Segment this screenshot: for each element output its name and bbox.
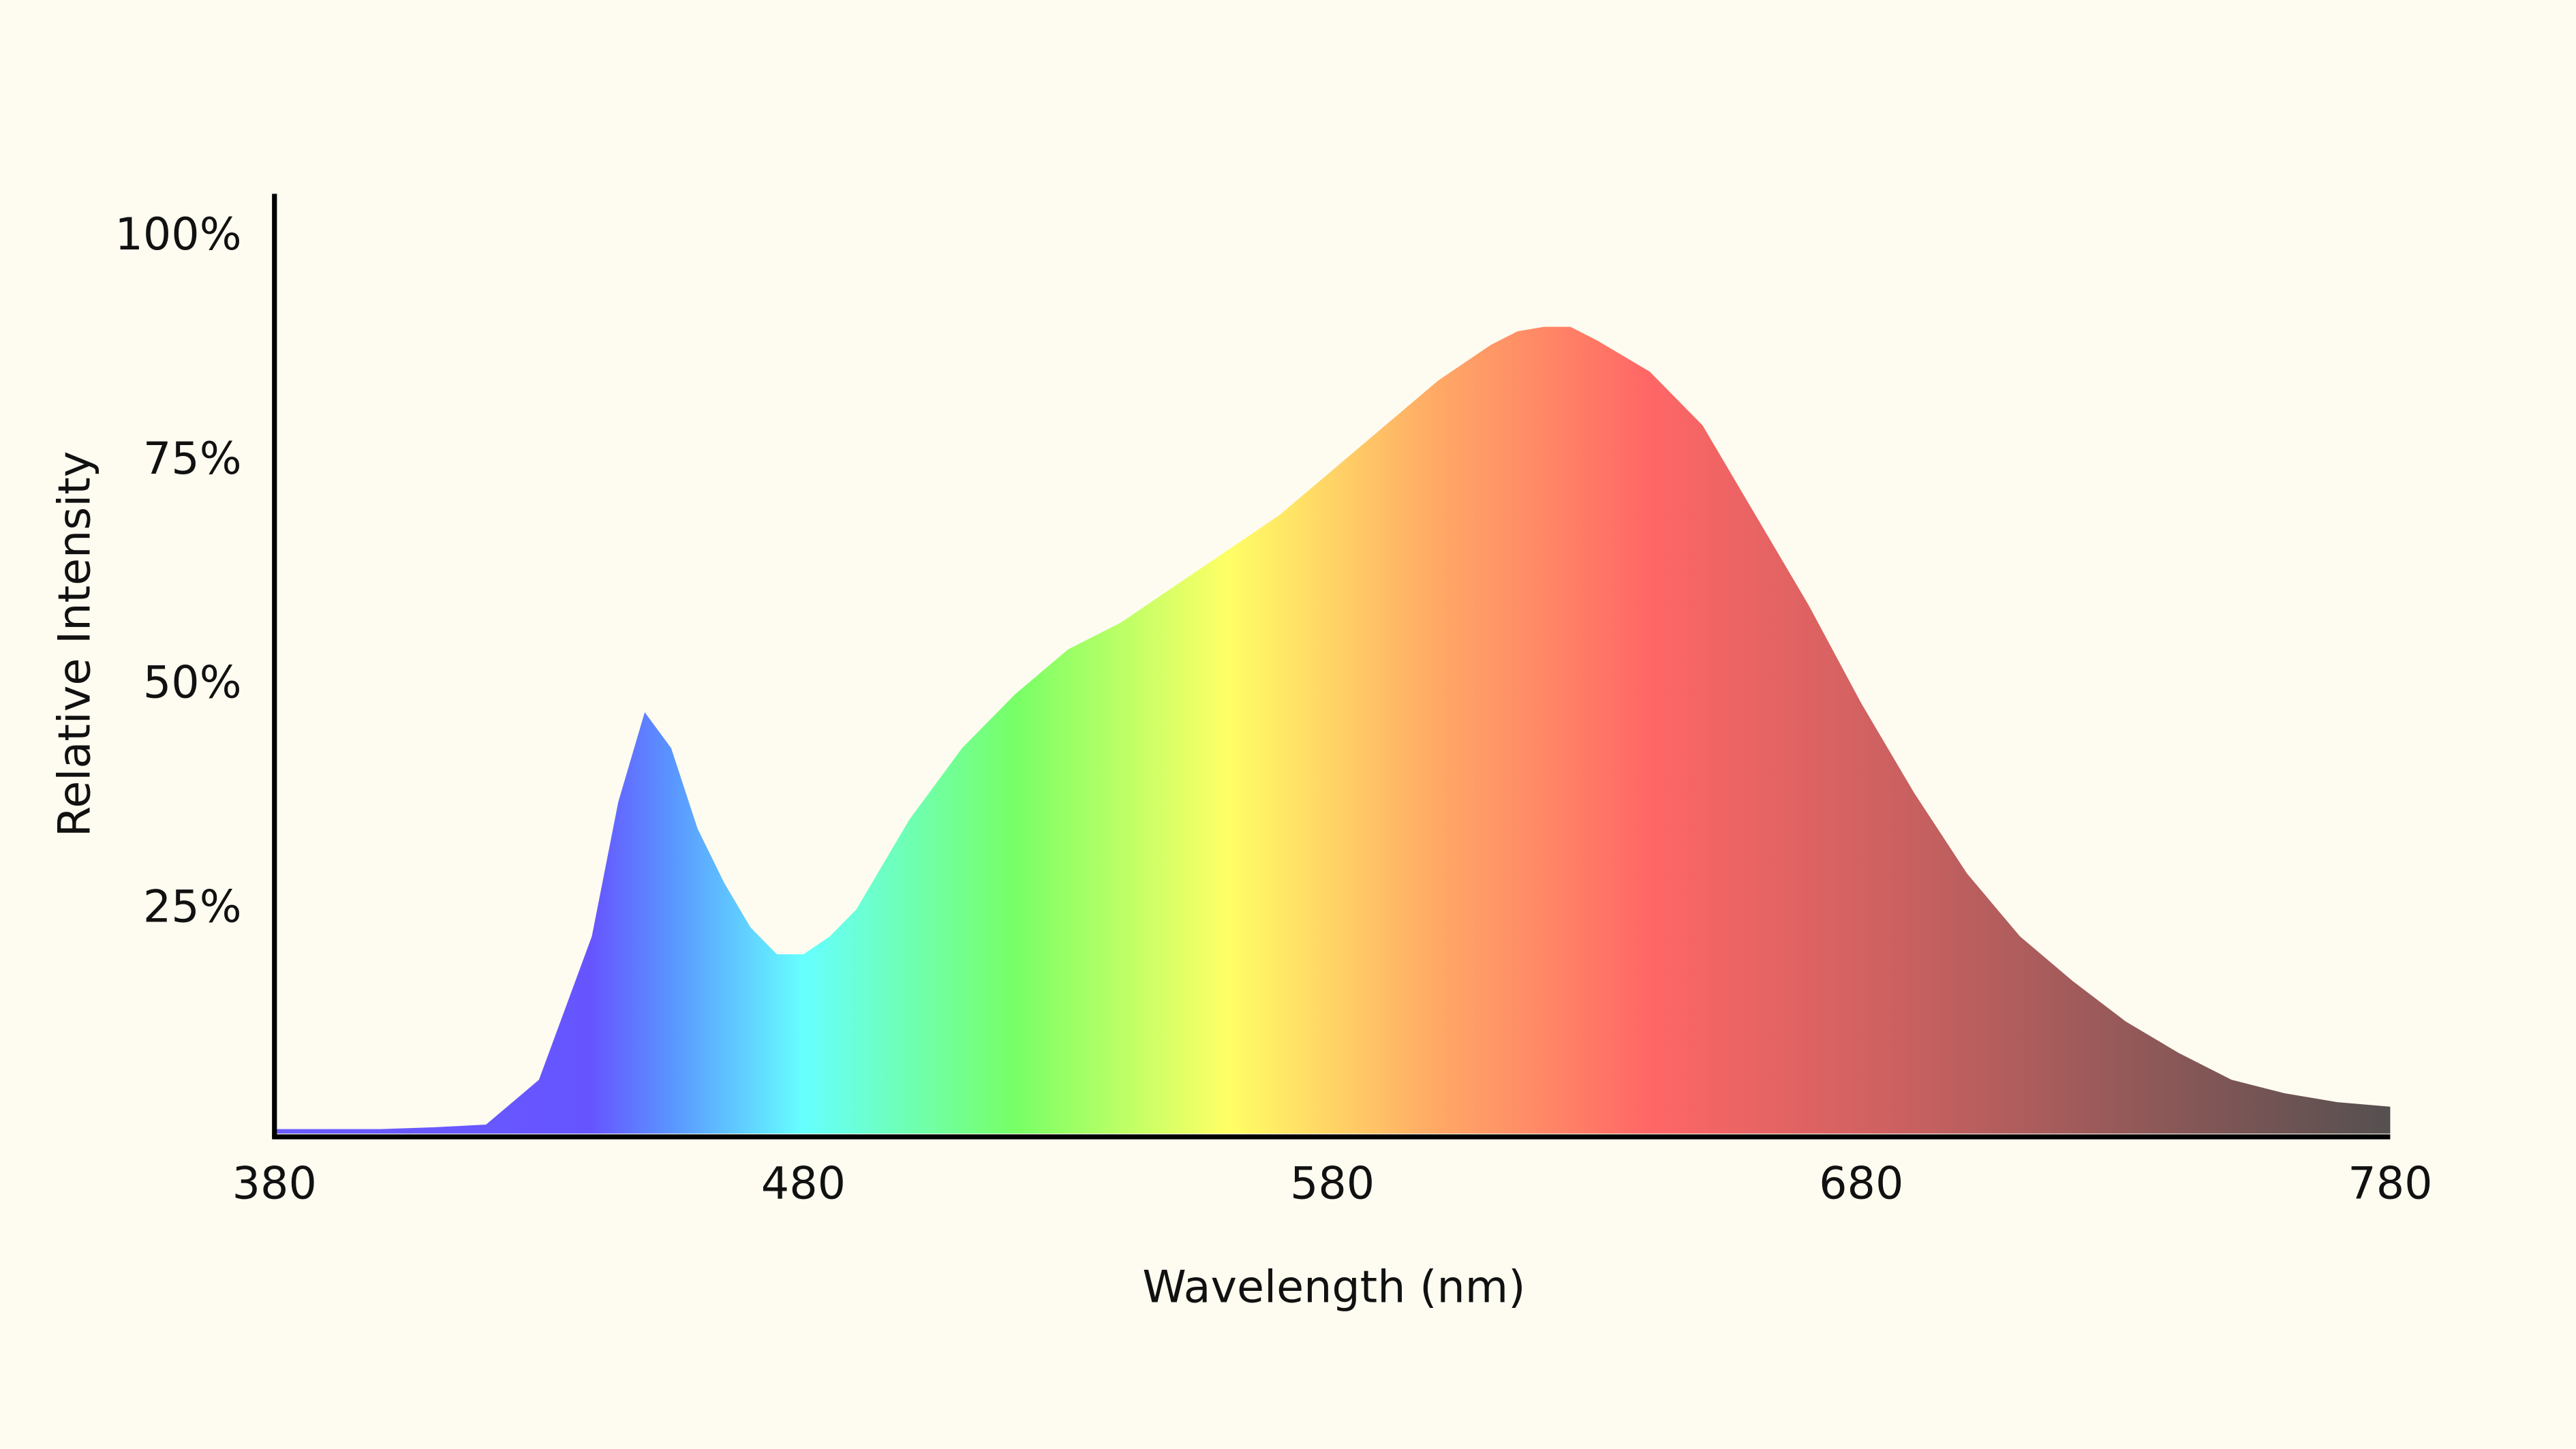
y-axis-label: Relative Intensity (50, 451, 101, 837)
x-tick-label: 580 (1290, 1158, 1375, 1209)
x-tick-label: 680 (1819, 1158, 1903, 1209)
y-tick-label: 100% (114, 209, 241, 260)
x-tick-label: 380 (232, 1158, 317, 1209)
y-tick-label: 75% (143, 433, 242, 485)
y-tick-label: 25% (143, 881, 242, 932)
x-tick-label: 480 (761, 1158, 846, 1209)
x-axis-label: Wavelength (nm) (1142, 1262, 1525, 1313)
y-tick-label: 50% (143, 658, 242, 709)
spectrum-area (274, 326, 2391, 1134)
x-tick-label: 780 (2348, 1158, 2432, 1209)
